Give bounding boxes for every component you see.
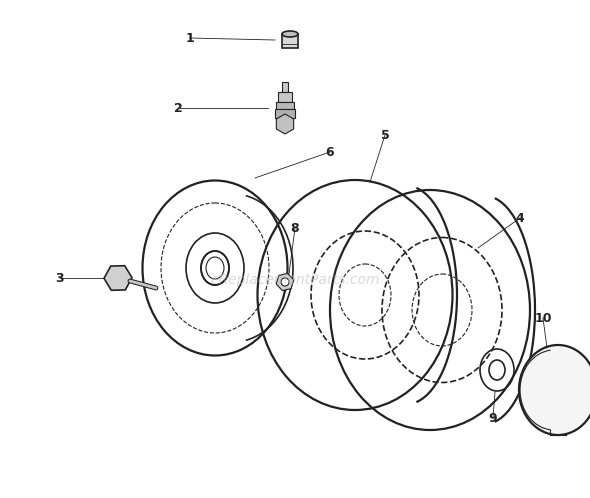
Text: 5: 5: [381, 128, 389, 141]
FancyBboxPatch shape: [278, 92, 292, 102]
Text: 1: 1: [186, 31, 194, 44]
Circle shape: [281, 278, 289, 286]
Ellipse shape: [201, 251, 229, 285]
Text: 6: 6: [326, 145, 335, 158]
Text: 2: 2: [173, 102, 182, 115]
Text: 10: 10: [535, 312, 552, 325]
FancyBboxPatch shape: [282, 34, 298, 48]
Text: 3: 3: [55, 271, 64, 284]
Ellipse shape: [282, 31, 298, 37]
FancyBboxPatch shape: [282, 82, 288, 92]
Text: eReplacementParts.com: eReplacementParts.com: [210, 273, 380, 287]
Text: 9: 9: [489, 411, 497, 424]
FancyBboxPatch shape: [275, 109, 295, 118]
Text: 4: 4: [516, 212, 525, 225]
FancyBboxPatch shape: [276, 102, 294, 109]
Text: 8: 8: [291, 222, 299, 235]
Ellipse shape: [519, 345, 590, 435]
